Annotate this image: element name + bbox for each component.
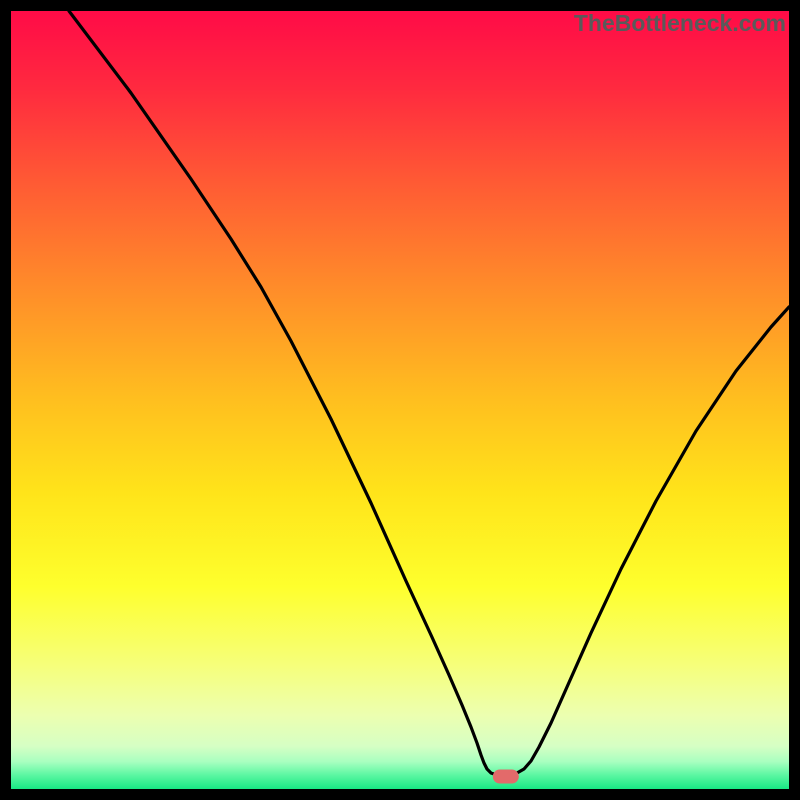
- optimal-marker: [493, 770, 519, 784]
- watermark-text: TheBottleneck.com: [574, 10, 786, 37]
- curve-layer: [11, 11, 789, 789]
- bottleneck-curve: [69, 11, 789, 775]
- plot-area: [11, 11, 789, 789]
